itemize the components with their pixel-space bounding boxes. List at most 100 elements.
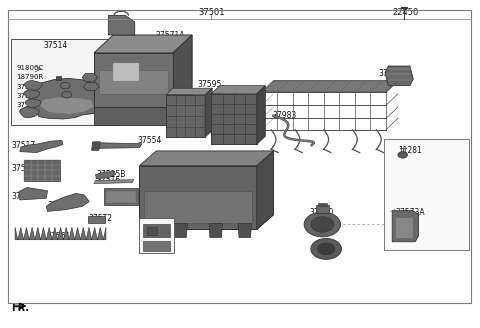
Polygon shape (19, 188, 48, 200)
Polygon shape (94, 35, 192, 53)
Circle shape (311, 238, 341, 259)
Bar (144, 241, 170, 251)
Text: 37564: 37564 (11, 192, 36, 200)
Text: 37515B: 37515B (96, 170, 126, 179)
Text: 11281: 11281 (398, 146, 422, 155)
Text: 37517: 37517 (11, 141, 36, 150)
Text: 37573A: 37573A (396, 209, 425, 217)
Bar (140, 218, 174, 253)
Bar (56, 76, 61, 80)
Circle shape (304, 212, 340, 237)
Text: 37502A: 37502A (48, 201, 77, 210)
Text: 91800C: 91800C (16, 65, 44, 71)
Polygon shape (174, 224, 187, 237)
Text: 37584: 37584 (16, 93, 39, 99)
Bar (88, 216, 105, 223)
Polygon shape (257, 151, 274, 229)
Polygon shape (25, 99, 41, 108)
Polygon shape (262, 81, 398, 92)
Text: 37513: 37513 (11, 164, 36, 173)
Text: 22450: 22450 (392, 8, 418, 17)
Text: 37581: 37581 (16, 102, 39, 108)
Text: 37512A: 37512A (166, 84, 193, 90)
Text: 37512A: 37512A (166, 116, 193, 122)
Text: 375T2: 375T2 (88, 215, 112, 223)
Polygon shape (173, 89, 192, 125)
Polygon shape (166, 95, 205, 137)
Text: 37590A: 37590A (122, 43, 152, 51)
Text: 37983: 37983 (273, 111, 297, 120)
Text: 37583: 37583 (84, 84, 107, 90)
Bar (106, 191, 136, 203)
Text: 37514: 37514 (44, 41, 68, 50)
Text: 37575: 37575 (314, 248, 338, 257)
Text: 37501: 37501 (198, 8, 225, 17)
Bar (8, 10, 471, 303)
Bar (104, 188, 138, 205)
Text: FR.: FR. (11, 303, 29, 313)
Polygon shape (385, 66, 413, 86)
Polygon shape (20, 140, 63, 153)
Bar (318, 203, 327, 206)
Circle shape (60, 82, 70, 89)
Circle shape (398, 152, 408, 158)
Bar (113, 63, 140, 81)
Text: 37512A: 37512A (211, 135, 238, 141)
Text: 37512A: 37512A (166, 109, 193, 115)
Polygon shape (94, 53, 173, 107)
Text: 37560: 37560 (310, 208, 334, 217)
Polygon shape (96, 143, 142, 148)
Polygon shape (392, 211, 419, 242)
Polygon shape (84, 83, 99, 91)
Circle shape (311, 216, 334, 232)
Bar (144, 224, 170, 237)
Polygon shape (24, 90, 40, 98)
Polygon shape (257, 86, 265, 144)
Text: 37571A: 37571A (156, 31, 185, 40)
Polygon shape (92, 142, 100, 150)
Polygon shape (166, 88, 212, 95)
Polygon shape (94, 107, 173, 125)
Polygon shape (29, 78, 104, 119)
Text: 37561: 37561 (46, 232, 71, 241)
Text: 37554: 37554 (137, 136, 161, 145)
Polygon shape (82, 73, 98, 81)
Text: 37512A: 37512A (211, 98, 238, 104)
Polygon shape (238, 224, 252, 237)
Polygon shape (108, 15, 135, 35)
Text: 37512A: 37512A (211, 92, 238, 98)
Polygon shape (140, 215, 274, 229)
Polygon shape (316, 205, 329, 213)
Bar (99, 70, 168, 94)
Bar (11, 39, 119, 125)
Polygon shape (211, 94, 257, 144)
Text: 37516: 37516 (96, 175, 120, 185)
Polygon shape (209, 224, 222, 237)
Polygon shape (24, 81, 42, 91)
Polygon shape (205, 88, 212, 137)
Polygon shape (140, 166, 257, 229)
Polygon shape (20, 107, 39, 118)
Polygon shape (96, 172, 116, 179)
Text: 18790R: 18790R (16, 74, 44, 80)
Bar (384, 138, 469, 250)
Polygon shape (38, 97, 94, 114)
Bar (147, 227, 157, 235)
Polygon shape (211, 86, 265, 94)
Polygon shape (140, 151, 274, 166)
Bar (24, 160, 60, 181)
Polygon shape (94, 180, 134, 184)
Text: 37583: 37583 (84, 74, 107, 80)
Bar (144, 191, 252, 223)
Text: 37507: 37507 (118, 192, 143, 201)
Text: 37554: 37554 (16, 84, 38, 90)
Text: 37512A: 37512A (166, 92, 193, 98)
Circle shape (318, 243, 335, 255)
Polygon shape (15, 227, 106, 240)
Circle shape (62, 92, 72, 98)
Text: 37968: 37968 (379, 69, 403, 78)
Text: 375F2: 375F2 (140, 231, 163, 240)
Bar (395, 217, 413, 238)
Polygon shape (145, 224, 158, 237)
Text: 37512A: 37512A (211, 128, 238, 134)
